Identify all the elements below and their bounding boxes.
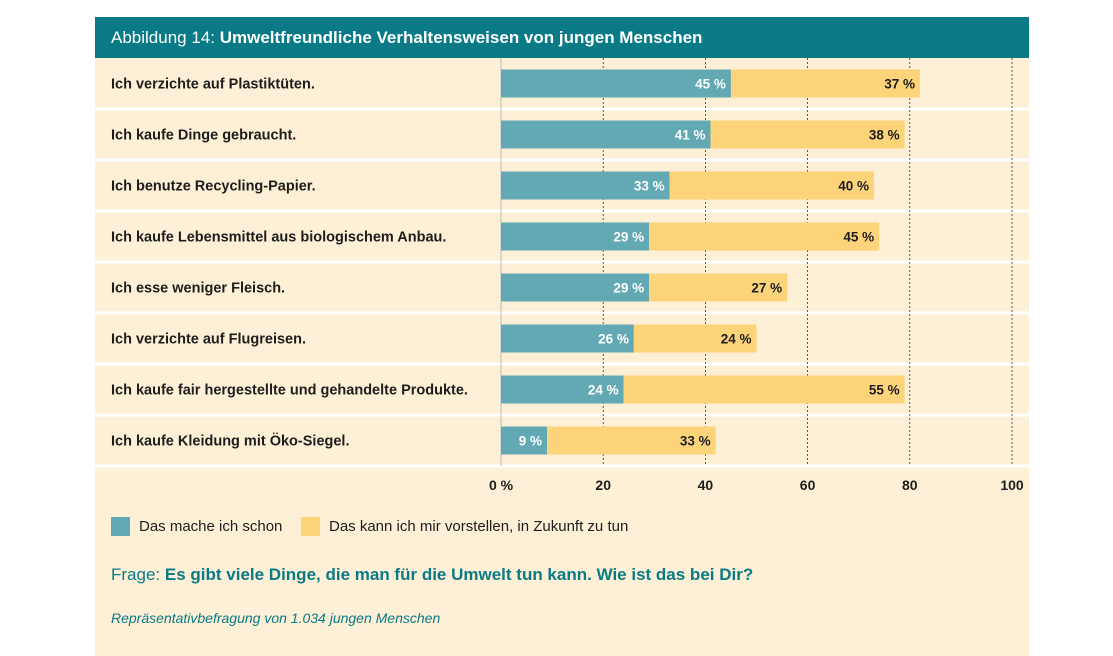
question-text: Es gibt viele Dinge, die man für die Umw… [164,565,754,584]
legend-label-done: Das mache ich schon [139,518,283,535]
category-label: Ich verzichte auf Plastiktüten. [111,77,315,93]
tick-label: 0 % [489,477,514,493]
bar-future [649,222,880,251]
bar-done [501,426,547,455]
tick-label: 20 [595,477,611,493]
legend-swatch-done [111,517,130,536]
data-label-done: 45 % [695,77,726,92]
legend-item-future: Das kann ich mir vorstellen, in Zukunft … [301,517,628,536]
legend-swatch-future [301,517,320,536]
legend-label-future: Das kann ich mir vorstellen, in Zukunft … [329,518,629,535]
category-label: Ich benutze Recycling-Papier. [111,179,316,195]
bar-future [623,375,905,404]
category-label: Ich kaufe fair hergestellte und gehandel… [111,383,468,399]
category-label: Ich esse weniger Fleisch. [111,281,285,297]
data-label-done: 9 % [519,434,542,449]
bar-done [501,324,634,353]
figure-panel: Abbildung 14: Umweltfreundliche Verhalte… [95,17,1029,656]
data-label-done: 24 % [588,383,619,398]
category-label: Ich kaufe Lebensmittel aus biologischem … [111,230,446,246]
data-label-future: 45 % [843,230,874,245]
tick-label: 100 [1000,477,1024,493]
data-label-future: 37 % [884,77,915,92]
bar-done [501,273,650,302]
source-note: Repräsentativbefragung von 1.034 jungen … [111,610,441,626]
data-label-future: 55 % [869,383,900,398]
figure-title: Umweltfreundliche Verhaltensweisen von j… [219,28,703,47]
survey-question: Frage: Es gibt viele Dinge, die man für … [111,565,753,585]
bar-future [633,324,757,353]
legend-item-done: Das mache ich schon [111,517,282,536]
stacked-bar-chart: Ich verzichte auf Plastiktüten. 45 % 37 % I… [95,58,1029,493]
tick-label: 40 [698,477,714,493]
data-label-future: 40 % [838,179,869,194]
data-label-done: 29 % [613,230,644,245]
bar-future [649,273,788,302]
tick-label: 80 [902,477,918,493]
data-label-done: 29 % [613,281,644,296]
bar-done [501,69,731,98]
bar-done [501,222,650,251]
data-label-done: 33 % [634,179,665,194]
data-label-future: 27 % [751,281,782,296]
bar-future [546,426,716,455]
figure-number: Abbildung 14: [111,28,215,47]
bar-done [501,120,711,149]
bar-done [501,171,670,200]
category-label: Ich kaufe Dinge gebraucht. [111,128,296,144]
bar-future [669,171,875,200]
tick-label: 60 [800,477,816,493]
data-label-future: 24 % [721,332,752,347]
figure-header: Abbildung 14: Umweltfreundliche Verhalte… [95,17,1029,58]
data-label-done: 41 % [675,128,706,143]
bar-done [501,375,624,404]
category-label: Ich verzichte auf Flugreisen. [111,332,306,348]
data-label-future: 33 % [680,434,711,449]
question-prefix: Frage: [111,565,161,584]
category-label: Ich kaufe Kleidung mit Öko-Siegel. [111,433,350,450]
bar-future [730,69,921,98]
bar-future [710,120,905,149]
data-label-done: 26 % [598,332,629,347]
data-label-future: 38 % [869,128,900,143]
